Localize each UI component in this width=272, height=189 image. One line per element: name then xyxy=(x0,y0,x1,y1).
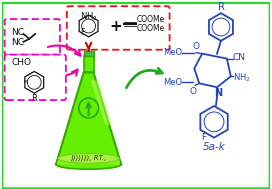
Ellipse shape xyxy=(56,159,121,169)
Text: N: N xyxy=(214,88,222,98)
Text: COOMe: COOMe xyxy=(137,24,165,33)
Text: ×: × xyxy=(22,79,27,84)
Polygon shape xyxy=(84,51,94,56)
Text: ))))))), RT.,: ))))))), RT., xyxy=(70,154,107,161)
Polygon shape xyxy=(56,72,121,164)
Polygon shape xyxy=(84,56,94,72)
Text: MeO: MeO xyxy=(163,78,183,87)
Text: O: O xyxy=(190,87,197,96)
Text: MeO: MeO xyxy=(163,48,183,57)
Text: R: R xyxy=(31,94,37,103)
Text: F: F xyxy=(202,133,207,142)
Polygon shape xyxy=(91,80,112,125)
Text: CN: CN xyxy=(233,53,246,62)
Polygon shape xyxy=(57,159,120,164)
Text: COOMe: COOMe xyxy=(137,15,165,24)
FancyBboxPatch shape xyxy=(67,6,169,50)
Text: O: O xyxy=(193,42,200,51)
Text: R: R xyxy=(218,2,224,12)
Text: NH$_2$: NH$_2$ xyxy=(233,71,250,84)
Text: NC: NC xyxy=(11,28,24,37)
Text: F: F xyxy=(81,28,85,37)
Text: 5a-k: 5a-k xyxy=(203,142,225,152)
FancyBboxPatch shape xyxy=(2,2,270,189)
Text: NC: NC xyxy=(11,38,24,47)
Text: CHO: CHO xyxy=(11,58,32,67)
Ellipse shape xyxy=(58,153,119,163)
Text: NH$_2$: NH$_2$ xyxy=(80,10,97,23)
FancyArrowPatch shape xyxy=(86,103,91,115)
Text: +: + xyxy=(109,19,122,33)
FancyBboxPatch shape xyxy=(5,55,66,100)
FancyBboxPatch shape xyxy=(5,19,60,55)
